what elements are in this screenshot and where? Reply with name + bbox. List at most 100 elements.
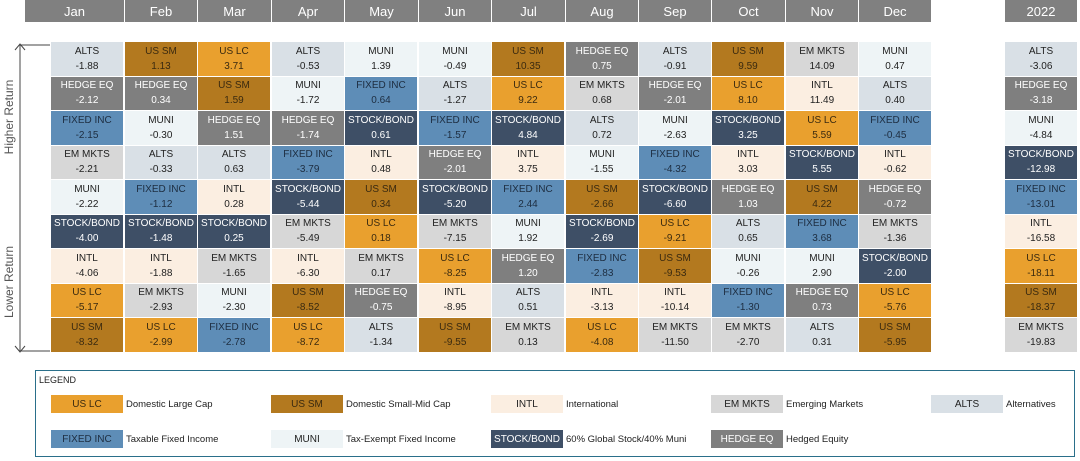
- return-cell: EM MKTS -1.36: [859, 214, 932, 249]
- return-value: -10.14: [660, 302, 690, 314]
- return-cell: MUNI 1.39: [345, 42, 418, 77]
- return-value: 2.90: [812, 267, 832, 279]
- return-value: -11.50: [661, 336, 689, 348]
- asset-label: US LC: [219, 45, 249, 57]
- legend-swatch: INTL: [491, 395, 563, 413]
- asset-label: STOCK/BOND: [422, 183, 488, 195]
- return-value: -1.88: [149, 267, 173, 279]
- return-value: 0.61: [371, 129, 391, 141]
- return-cell: US SM 0.34: [345, 180, 418, 215]
- return-value: 0.13: [518, 336, 538, 348]
- column-apr: ALTS -0.53 MUNI -1.72 HEDGE EQ -1.74 FIXED INC…: [272, 42, 345, 353]
- return-value: 0.65: [738, 233, 758, 245]
- return-cell: HEDGE EQ 0.73: [786, 283, 859, 318]
- return-cell: INTL -16.58: [1005, 214, 1078, 249]
- legend-item: MUNI Tax-Exempt Fixed Income: [271, 430, 456, 448]
- asset-label: MUNI: [735, 252, 761, 264]
- return-value: -2.99: [149, 336, 173, 348]
- column-jan: ALTS -1.88 HEDGE EQ -2.12 FIXED INC -2.15 EM M…: [51, 42, 124, 353]
- legend-item: ALTS Alternatives: [931, 395, 1056, 413]
- return-cell: HEDGE EQ 0.34: [125, 76, 198, 111]
- return-cell: US LC 3.71: [198, 42, 271, 77]
- return-value: 14.09: [809, 60, 835, 72]
- return-cell: US SM 1.59: [198, 76, 271, 111]
- asset-label: MUNI: [368, 45, 394, 57]
- return-cell: INTL -0.62: [859, 145, 932, 180]
- return-value: -5.76: [883, 302, 907, 314]
- return-value: -4.08: [590, 336, 614, 348]
- asset-label: MUNI: [809, 252, 835, 264]
- return-value: 8.10: [738, 95, 758, 107]
- return-value: 0.18: [371, 233, 391, 245]
- return-value: -1.48: [149, 233, 173, 245]
- asset-label: HEDGE EQ: [354, 287, 408, 299]
- return-cell: HEDGE EQ -2.01: [419, 145, 492, 180]
- month-header-dec: Dec: [859, 0, 932, 22]
- asset-label: STOCK/BOND: [495, 114, 561, 126]
- return-value: 0.64: [371, 95, 391, 107]
- return-cell: HEDGE EQ -2.01: [639, 76, 712, 111]
- return-cell: MUNI 1.92: [492, 214, 565, 249]
- asset-label: FIXED INC: [797, 218, 847, 230]
- asset-label: EM MKTS: [432, 218, 478, 230]
- return-value: 1.20: [518, 267, 538, 279]
- asset-label: STOCK/BOND: [569, 218, 635, 230]
- asset-label: US LC: [880, 287, 910, 299]
- return-value: -2.93: [149, 302, 173, 314]
- return-cell: STOCK/BOND -1.48: [125, 214, 198, 249]
- return-value: -5.20: [443, 198, 467, 210]
- return-cell: FIXED INC -13.01: [1005, 180, 1078, 215]
- return-cell: EM MKTS -2.70: [712, 318, 785, 353]
- asset-label: MUNI: [148, 114, 174, 126]
- return-cell: INTL -6.30: [272, 249, 345, 284]
- return-cell: US LC -2.99: [125, 318, 198, 353]
- return-value: 0.75: [592, 60, 612, 72]
- asset-label: STOCK/BOND: [1008, 149, 1074, 161]
- return-cell: ALTS -0.91: [639, 42, 712, 77]
- return-value: 0.48: [371, 164, 391, 176]
- return-cell: STOCK/BOND 0.25: [198, 214, 271, 249]
- return-value: -18.11: [1027, 267, 1055, 279]
- legend-description: International: [566, 398, 619, 410]
- return-value: -1.65: [222, 267, 246, 279]
- legend-description: Tax-Exempt Fixed Income: [346, 433, 456, 445]
- legend-title: LEGEND: [39, 375, 77, 385]
- return-cell: STOCK/BOND -2.69: [566, 214, 639, 249]
- return-cell: MUNI -0.49: [419, 42, 492, 77]
- return-cell: INTL 11.49: [786, 76, 859, 111]
- asset-label: ALTS: [882, 80, 908, 92]
- return-cell: MUNI -2.30: [198, 283, 271, 318]
- legend-item: STOCK/BOND 60% Global Stock/40% Muni: [491, 430, 686, 448]
- return-cell: FIXED INC -0.45: [859, 111, 932, 146]
- asset-label: INTL: [1030, 218, 1052, 230]
- return-value: -1.27: [443, 95, 467, 107]
- return-value: -4.84: [1029, 129, 1053, 141]
- asset-label: INTL: [444, 287, 466, 299]
- asset-label: US LC: [733, 80, 763, 92]
- return-value: -4.06: [75, 267, 99, 279]
- return-cell: US SM -8.52: [272, 283, 345, 318]
- legend-description: Hedged Equity: [786, 433, 849, 445]
- return-cell: STOCK/BOND 0.61: [345, 111, 418, 146]
- asset-label: INTL: [150, 252, 172, 264]
- asset-label: US LC: [72, 287, 102, 299]
- asset-label: MUNI: [74, 183, 100, 195]
- return-value: -1.36: [883, 233, 907, 245]
- return-value: 0.47: [885, 60, 905, 72]
- return-value: -8.95: [443, 302, 467, 314]
- return-cell: EM MKTS -5.49: [272, 214, 345, 249]
- asset-label: US SM: [218, 80, 250, 92]
- legend-swatch: MUNI: [271, 430, 343, 448]
- asset-label: HEDGE EQ: [721, 183, 775, 195]
- asset-label: STOCK/BOND: [54, 218, 120, 230]
- return-value: -16.58: [1026, 233, 1056, 245]
- column-dec: MUNI 0.47 ALTS 0.40 FIXED INC -0.45 INTL -0.62 H…: [859, 42, 932, 353]
- asset-label: US SM: [512, 45, 544, 57]
- return-cell: STOCK/BOND -5.44: [272, 180, 345, 215]
- asset-label: US LC: [440, 252, 470, 264]
- return-value: 4.22: [812, 198, 832, 210]
- return-cell: US LC -18.11: [1005, 249, 1078, 284]
- return-cell: FIXED INC -1.12: [125, 180, 198, 215]
- column-sep: ALTS -0.91 HEDGE EQ -2.01 MUNI -2.63 FIXED INC…: [639, 42, 712, 353]
- double-arrow-icon: [14, 43, 50, 353]
